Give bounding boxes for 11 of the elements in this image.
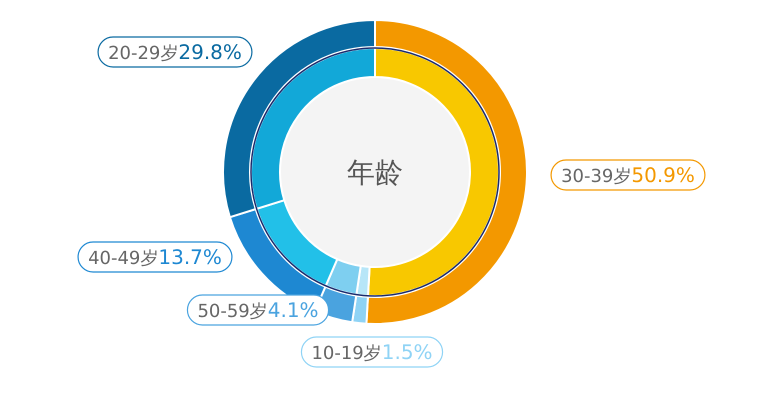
data-label: 13.7% (158, 245, 222, 269)
slice-label: 20-29岁 (108, 43, 178, 64)
slice-label: 50-59岁 (197, 301, 268, 322)
data-label: 1.5% (382, 340, 433, 364)
data-label: 29.8% (178, 40, 242, 64)
slice-label: 10-19岁 (311, 343, 382, 364)
slice-label: 30-39岁 (561, 166, 632, 187)
data-label: 4.1% (268, 298, 319, 322)
text: 年龄 (347, 156, 403, 189)
data-label: 50.9% (631, 163, 695, 187)
slice-label: 40-49岁 (88, 248, 158, 269)
